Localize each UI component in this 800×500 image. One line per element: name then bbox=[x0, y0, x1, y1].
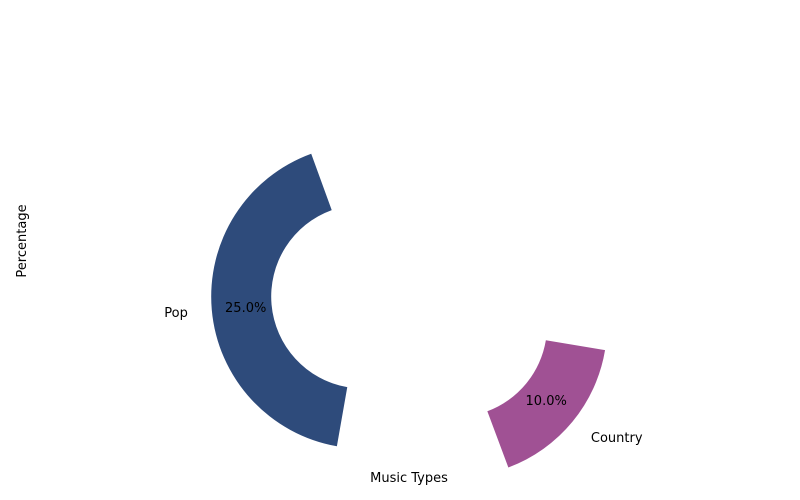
chart-labels: 25.0% Pop 10.0% Country bbox=[164, 301, 643, 446]
slice-pop bbox=[211, 153, 348, 447]
y-axis-label: Percentage bbox=[15, 204, 30, 277]
slice-country-pct-label: 10.0% bbox=[526, 394, 567, 409]
slice-country-label: Country bbox=[591, 431, 643, 446]
x-axis-label: Music Types bbox=[370, 471, 448, 486]
chart-slices bbox=[211, 153, 606, 468]
slice-country bbox=[487, 340, 606, 468]
slice-pop-label: Pop bbox=[164, 306, 188, 321]
slice-pop-pct-label: 25.0% bbox=[225, 301, 266, 316]
